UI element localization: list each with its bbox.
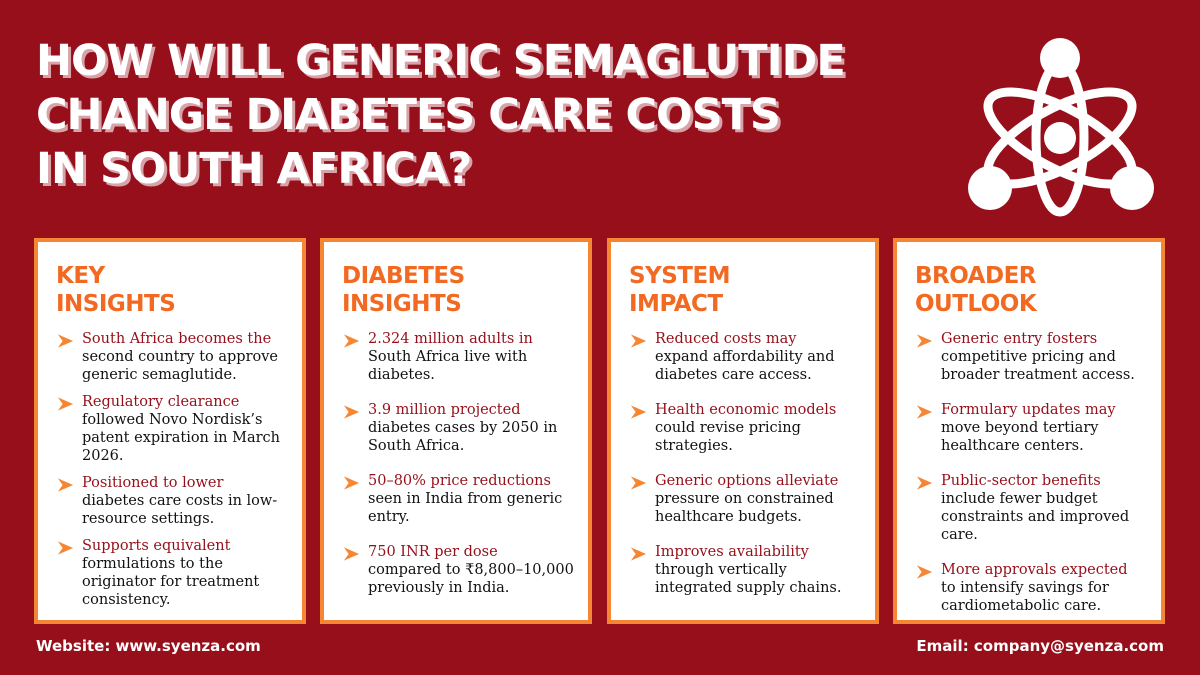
atom-people-icon <box>968 38 1154 217</box>
chevron-right-icon <box>916 405 933 419</box>
item-highlight: Health economic models <box>655 402 837 418</box>
title-line-2: CHANGE DIABETES CARE COSTS <box>36 90 781 140</box>
card-title-line-2: INSIGHTS <box>342 291 462 317</box>
chevron-right-icon <box>630 476 647 490</box>
item-text: diabetes care costs in low-resource sett… <box>82 493 278 527</box>
chevron-right-icon <box>57 478 74 492</box>
card-title-line-2: INSIGHTS <box>56 291 176 317</box>
chevron-right-icon <box>57 334 74 348</box>
item-highlight: Improves availability <box>655 544 809 560</box>
chevron-right-icon <box>630 334 647 348</box>
item-text: could revise pricing strategies. <box>655 420 801 454</box>
list-item: Health economic models could revise pric… <box>629 401 861 455</box>
list-item: Generic entry fosters competitive pricin… <box>915 330 1147 384</box>
list-item: 3.9 million projected diabetes cases by … <box>342 401 574 455</box>
list-item: Regulatory clearance followed Novo Nordi… <box>56 393 288 465</box>
item-text: followed Novo Nordisk’s patent expiratio… <box>82 412 280 464</box>
list-item: South Africa becomes the second country … <box>56 330 288 384</box>
card-title: BROADER OUTLOOK <box>915 262 1147 318</box>
email-link[interactable]: Email: company@syenza.com <box>916 637 1164 655</box>
item-text: to intensify savings for cardiometabolic… <box>941 580 1109 614</box>
chevron-right-icon <box>57 397 74 411</box>
chevron-right-icon <box>916 476 933 490</box>
page-title: HOW WILL GENERIC SEMAGLUTIDE CHANGE DIAB… <box>36 34 846 196</box>
list-item: More approvals expected to intensify sav… <box>915 561 1147 615</box>
list-item: Formulary updates may move beyond tertia… <box>915 401 1147 455</box>
item-highlight: 50–80% price reductions <box>368 473 551 489</box>
card-diabetes-insights: DIABETES INSIGHTS 2.324 million adults i… <box>320 238 592 624</box>
item-highlight: Formulary updates may <box>941 402 1116 418</box>
list-item: 750 INR per dose compared to ₹8,800–10,0… <box>342 543 574 597</box>
item-highlight: 2.324 million adults in <box>368 331 533 347</box>
website-link[interactable]: Website: www.syenza.com <box>36 637 261 655</box>
card-broader-outlook: BROADER OUTLOOK Generic entry fosters co… <box>893 238 1165 624</box>
item-highlight: Regulatory clearance <box>82 394 240 410</box>
title-line-1: HOW WILL GENERIC SEMAGLUTIDE <box>36 36 846 86</box>
chevron-right-icon <box>343 476 360 490</box>
list-item: 2.324 million adults in South Africa liv… <box>342 330 574 384</box>
list-item: Public-sector benefits include fewer bud… <box>915 472 1147 544</box>
chevron-right-icon <box>343 405 360 419</box>
item-text: through vertically integrated supply cha… <box>655 562 842 596</box>
card-title-line-2: OUTLOOK <box>915 291 1037 317</box>
chevron-right-icon <box>343 334 360 348</box>
item-text: competitive pricing and broader treatmen… <box>941 349 1135 383</box>
item-text: diabetes cases by 2050 in South Africa. <box>368 420 558 454</box>
chevron-right-icon <box>630 547 647 561</box>
card-title-line-1: KEY <box>56 263 105 289</box>
item-text: compared to ₹8,800–10,000 previously in … <box>368 562 574 596</box>
item-text: seen in India from generic entry. <box>368 491 563 525</box>
item-text: include fewer budget constraints and imp… <box>941 491 1130 543</box>
item-highlight: South Africa becomes the <box>82 331 272 347</box>
card-title-line-1: DIABETES <box>342 263 465 289</box>
item-text: second country to approve generic semagl… <box>82 349 278 383</box>
card-title: KEY INSIGHTS <box>56 262 288 318</box>
item-text: move beyond tertiary healthcare centers. <box>941 420 1099 454</box>
list-item: Reduced costs may expand affordability a… <box>629 330 861 384</box>
item-highlight: Public-sector benefits <box>941 473 1101 489</box>
list-item: Supports equivalent formulations to the … <box>56 537 288 609</box>
item-highlight: Reduced costs may <box>655 331 797 347</box>
chevron-right-icon <box>343 547 360 561</box>
card-title: SYSTEM IMPACT <box>629 262 861 318</box>
item-highlight: Generic options alleviate <box>655 473 839 489</box>
card-system-impact: SYSTEM IMPACT Reduced costs may expand a… <box>607 238 879 624</box>
item-highlight: Supports equivalent <box>82 538 231 554</box>
list-item: Positioned to lower diabetes care costs … <box>56 474 288 528</box>
card-title-line-1: SYSTEM <box>629 263 731 289</box>
chevron-right-icon <box>916 334 933 348</box>
item-text: pressure on constrained healthcare budge… <box>655 491 834 525</box>
card-title: DIABETES INSIGHTS <box>342 262 574 318</box>
card-key-insights: KEY INSIGHTS South Africa becomes the se… <box>34 238 306 624</box>
item-highlight: More approvals expected <box>941 562 1128 578</box>
card-title-line-2: IMPACT <box>629 291 723 317</box>
title-line-3: IN SOUTH AFRICA? <box>36 144 472 194</box>
chevron-right-icon <box>916 565 933 579</box>
item-highlight: 750 INR per dose <box>368 544 498 560</box>
chevron-right-icon <box>57 541 74 555</box>
item-text: South Africa live with diabetes. <box>368 349 528 383</box>
item-highlight: Positioned to lower <box>82 475 224 491</box>
chevron-right-icon <box>630 405 647 419</box>
item-highlight: Generic entry fosters <box>941 331 1098 347</box>
item-text: formulations to the originator for treat… <box>82 556 260 608</box>
list-item: 50–80% price reductions seen in India fr… <box>342 472 574 526</box>
item-highlight: 3.9 million projected <box>368 402 521 418</box>
list-item: Generic options alleviate pressure on co… <box>629 472 861 526</box>
card-title-line-1: BROADER <box>915 263 1037 289</box>
item-text: expand affordability and diabetes care a… <box>655 349 835 383</box>
list-item: Improves availability through vertically… <box>629 543 861 597</box>
